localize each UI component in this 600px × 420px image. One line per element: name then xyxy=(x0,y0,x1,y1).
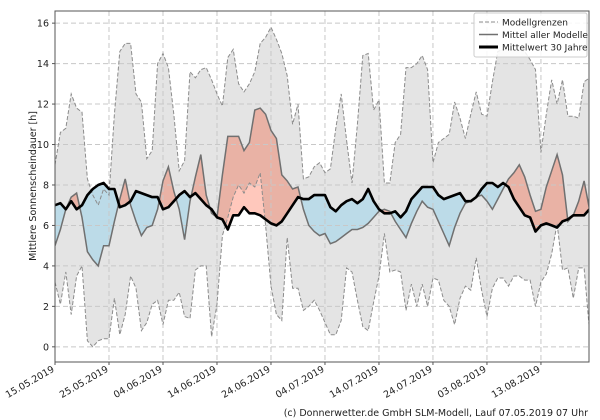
y-tick-label: 10 xyxy=(37,140,49,151)
x-tick-label: 25.05.2019 xyxy=(58,364,111,401)
plot-frame xyxy=(54,10,590,363)
legend-box xyxy=(473,12,588,58)
x-tick-label: 03.08.2019 xyxy=(436,364,489,401)
x-tick-label: 14.07.2019 xyxy=(328,364,381,401)
legend: Modellgrenzen Mittel aller Modelle Mitte… xyxy=(473,12,588,58)
x-tick-label: 24.07.2019 xyxy=(382,364,435,401)
y-tick-label: 8 xyxy=(43,180,49,191)
x-tick-label: 15.05.2019 xyxy=(4,364,57,401)
x-tick-label: 04.07.2019 xyxy=(274,364,327,401)
y-tick-label: 0 xyxy=(43,342,49,353)
y-tick-label: 2 xyxy=(43,302,49,313)
x-tick-label: 14.06.2019 xyxy=(166,364,219,401)
lower-bound-line xyxy=(55,172,589,348)
x-tick-label: 24.06.2019 xyxy=(220,364,273,401)
x-tick-label: 04.06.2019 xyxy=(112,364,165,401)
y-tick-label: 6 xyxy=(43,221,49,232)
y-tick-label: 4 xyxy=(43,261,49,272)
y-tick-label: 12 xyxy=(37,100,49,111)
model-range-band xyxy=(55,27,589,347)
legend-label-climate-mean: Mittelwert 30 Jahre xyxy=(502,44,588,54)
credit-text: (c) Donnerwetter.de GmbH SLM-Modell, Lau… xyxy=(284,408,588,419)
model-mean-line xyxy=(55,107,589,268)
x-tick-label: 13.08.2019 xyxy=(490,364,543,401)
y-tick-label: 14 xyxy=(37,59,49,70)
y-axis-label: Mittlere Sonnenscheindauer [h] xyxy=(28,111,39,261)
upper-bound-line xyxy=(55,26,589,207)
climate-mean-line xyxy=(55,181,589,233)
plot-area xyxy=(55,11,589,362)
legend-label-model-mean: Mittel aller Modelle xyxy=(502,31,588,41)
y-tick-label: 16 xyxy=(37,19,49,30)
legend-label-bounds: Modellgrenzen xyxy=(502,19,568,29)
